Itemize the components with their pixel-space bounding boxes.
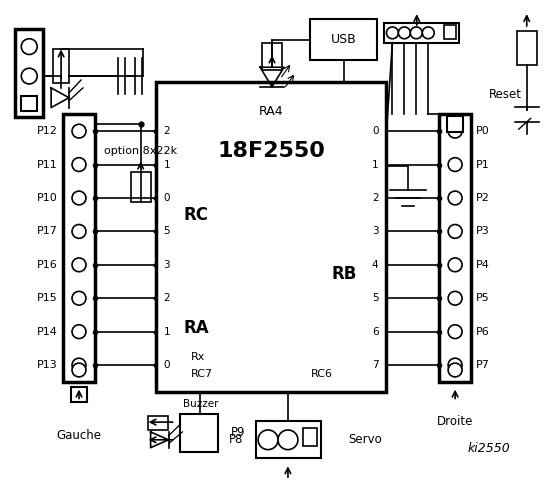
Text: Droite: Droite (437, 415, 473, 428)
Bar (384, 23, 459, 43)
Text: 2: 2 (164, 293, 170, 303)
Bar (71, 387, 87, 402)
Circle shape (448, 158, 462, 171)
Text: P17: P17 (37, 227, 58, 237)
Circle shape (448, 225, 462, 238)
Circle shape (278, 430, 298, 450)
Text: 3: 3 (164, 260, 170, 270)
Text: RA: RA (184, 319, 209, 337)
Text: P1: P1 (476, 159, 490, 169)
Circle shape (448, 325, 462, 338)
Circle shape (72, 291, 86, 305)
Text: P6: P6 (476, 327, 490, 336)
Text: Gauche: Gauche (56, 430, 102, 443)
Text: RC7: RC7 (190, 369, 212, 379)
Circle shape (387, 27, 398, 39)
Text: 2: 2 (372, 193, 378, 203)
Text: P15: P15 (38, 293, 58, 303)
Text: 6: 6 (372, 327, 378, 336)
Circle shape (398, 27, 410, 39)
Circle shape (448, 191, 462, 205)
Bar (148, 416, 168, 430)
Text: 7: 7 (372, 360, 378, 370)
Bar (53, 48, 69, 83)
Circle shape (448, 363, 462, 377)
Text: 5: 5 (372, 293, 378, 303)
Bar (15, 29, 43, 118)
Text: Rx: Rx (190, 352, 205, 362)
Text: Reset: Reset (489, 88, 522, 101)
Circle shape (72, 258, 86, 272)
Text: P4: P4 (476, 260, 490, 270)
Text: P9: P9 (231, 426, 246, 439)
Bar (256, 421, 321, 458)
Circle shape (448, 291, 462, 305)
Text: option 8x22k: option 8x22k (104, 146, 178, 156)
Text: 1: 1 (164, 327, 170, 336)
Bar (21, 96, 37, 111)
Text: RC6: RC6 (311, 369, 333, 379)
Bar (310, 19, 378, 60)
Text: 0: 0 (164, 360, 170, 370)
Text: P16: P16 (38, 260, 58, 270)
Text: P11: P11 (38, 159, 58, 169)
Circle shape (72, 325, 86, 338)
Bar (303, 428, 317, 446)
Text: 5: 5 (164, 227, 170, 237)
Bar (131, 172, 150, 202)
Circle shape (72, 191, 86, 205)
Bar (444, 25, 456, 39)
Text: RC: RC (184, 206, 208, 224)
Text: ki2550: ki2550 (467, 442, 510, 455)
Bar (447, 116, 463, 132)
Text: 4: 4 (372, 260, 378, 270)
Circle shape (21, 39, 37, 54)
Text: P3: P3 (476, 227, 490, 237)
Text: P7: P7 (476, 360, 490, 370)
Circle shape (410, 27, 422, 39)
Text: 2: 2 (164, 126, 170, 136)
Bar (517, 31, 536, 65)
Bar (439, 114, 471, 382)
Text: P2: P2 (476, 193, 490, 203)
Text: Buzzer: Buzzer (182, 399, 218, 409)
Text: 18F2550: 18F2550 (217, 141, 325, 161)
Circle shape (448, 124, 462, 138)
Circle shape (422, 27, 434, 39)
Bar (262, 43, 282, 70)
Text: P8: P8 (229, 433, 243, 446)
Text: Servo: Servo (348, 433, 382, 446)
Circle shape (72, 124, 86, 138)
Bar (180, 414, 218, 452)
Bar (63, 114, 95, 382)
Text: P5: P5 (476, 293, 490, 303)
Text: 3: 3 (372, 227, 378, 237)
Text: 1: 1 (164, 159, 170, 169)
Circle shape (72, 158, 86, 171)
Circle shape (448, 358, 462, 372)
Text: P14: P14 (37, 327, 58, 336)
Text: 1: 1 (372, 159, 378, 169)
Text: P13: P13 (38, 360, 58, 370)
Text: USB: USB (331, 33, 357, 46)
Circle shape (448, 258, 462, 272)
Text: P10: P10 (38, 193, 58, 203)
Circle shape (72, 363, 86, 377)
Circle shape (21, 68, 37, 84)
Text: RA4: RA4 (259, 105, 283, 118)
Text: P0: P0 (476, 126, 490, 136)
Text: 0: 0 (372, 126, 378, 136)
Text: RB: RB (332, 264, 357, 283)
Circle shape (258, 430, 278, 450)
Circle shape (72, 358, 86, 372)
Text: P12: P12 (37, 126, 58, 136)
Text: 0: 0 (164, 193, 170, 203)
Circle shape (72, 225, 86, 238)
Bar (155, 82, 387, 392)
